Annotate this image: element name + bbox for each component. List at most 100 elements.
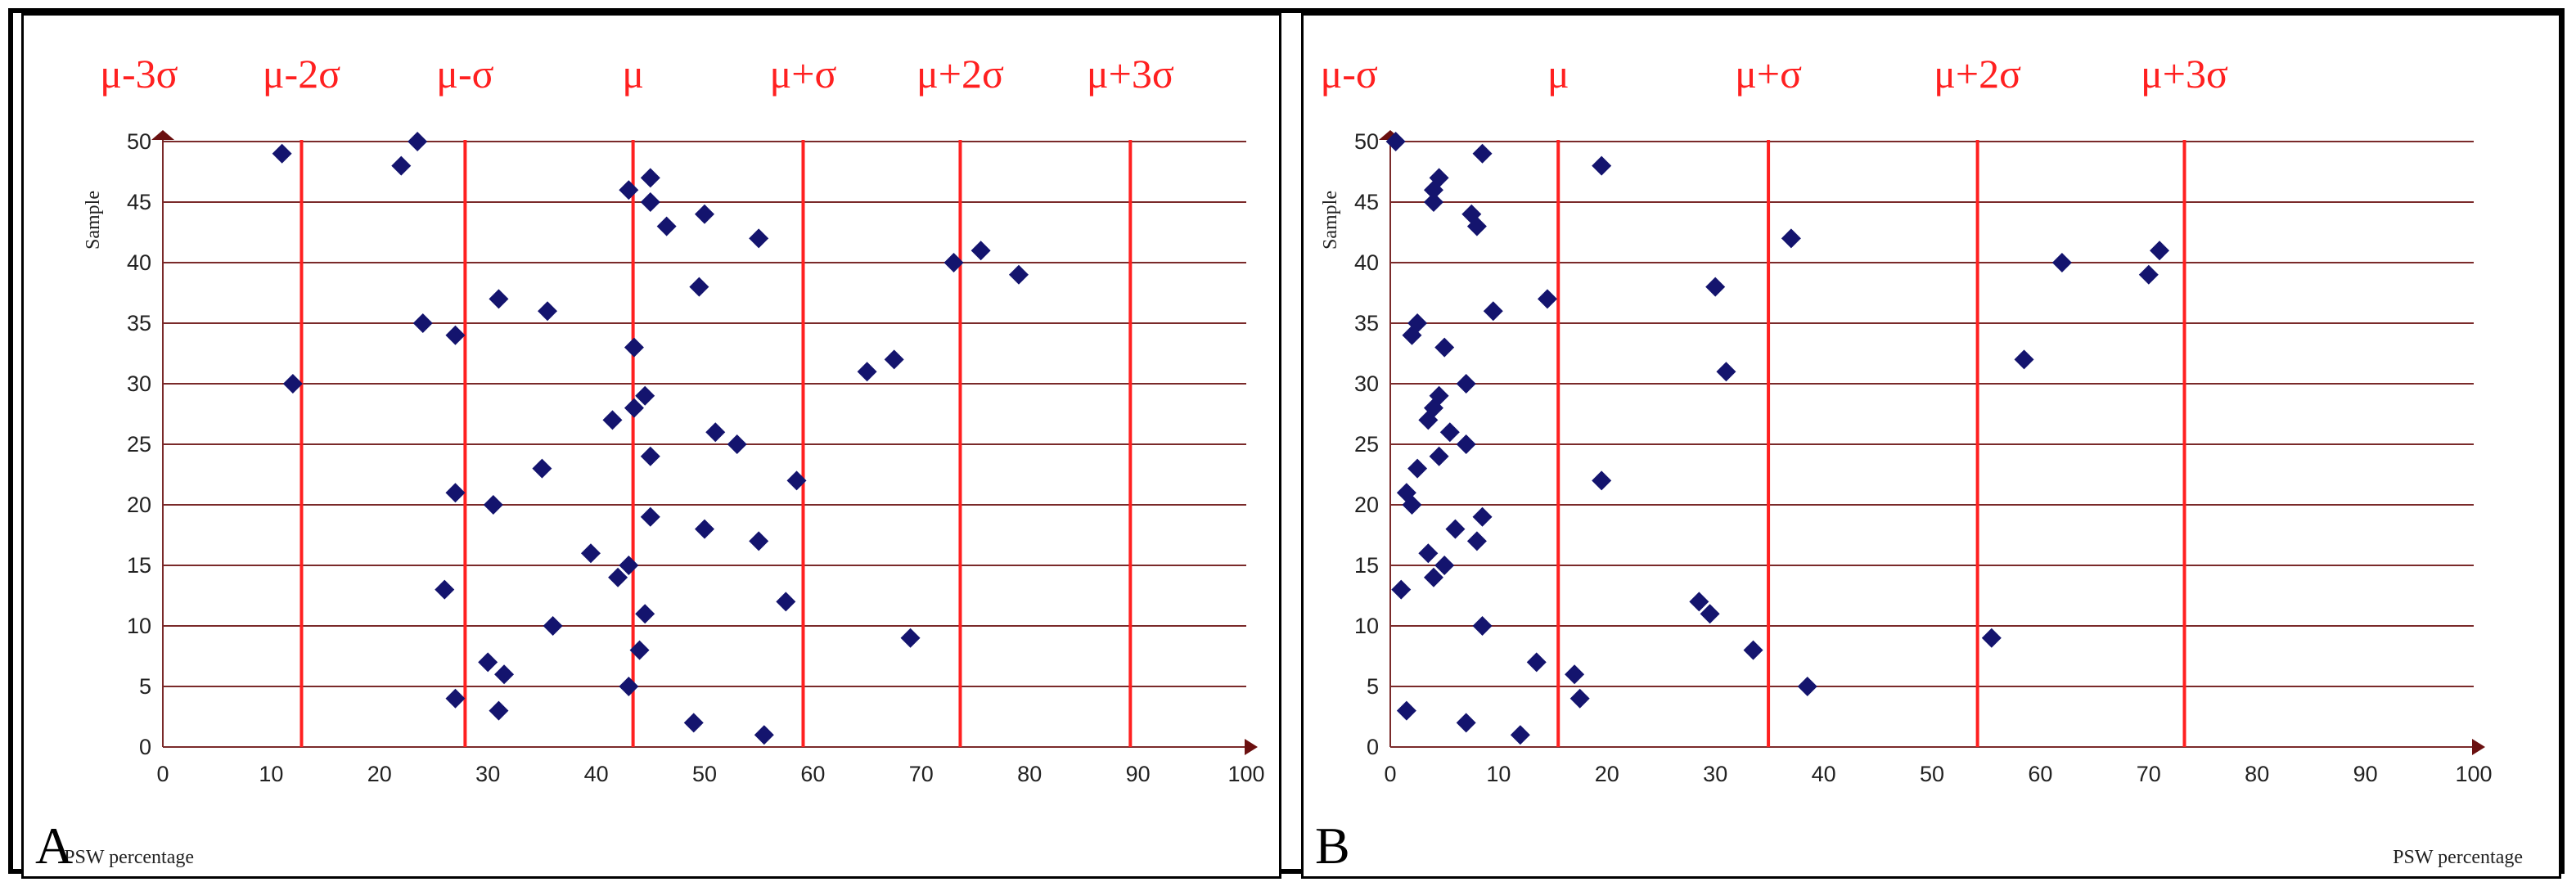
data-point xyxy=(1456,434,1476,454)
data-point xyxy=(1483,301,1503,322)
y-tick-label: 45 xyxy=(1354,190,1379,214)
x-axis-title: PSW percentage xyxy=(2393,847,2523,868)
x-tick-label: 60 xyxy=(2028,762,2052,786)
data-point xyxy=(1705,277,1726,297)
y-tick-label: 50 xyxy=(1354,129,1379,154)
data-point xyxy=(1743,640,1763,660)
data-point xyxy=(705,422,726,443)
panel-b: 0 5 10 15 20 25 30 35 40 45 50 0 10 20 30 40 50 60 70 80 90 1… xyxy=(1301,13,2561,879)
x-tick-label: 60 xyxy=(800,762,825,786)
y-tick-label: 20 xyxy=(127,493,151,517)
data-point xyxy=(1429,385,1449,406)
data-point xyxy=(478,652,498,673)
x-tick-label: 20 xyxy=(367,762,392,786)
data-point xyxy=(1689,592,1709,612)
data-point xyxy=(494,664,515,685)
y-tick-label: 5 xyxy=(139,674,151,699)
y-tick-label: 25 xyxy=(1354,432,1379,457)
x-tick-label: 70 xyxy=(2137,762,2161,786)
y-tick-label: 40 xyxy=(1354,250,1379,275)
data-point xyxy=(1429,446,1449,466)
data-point xyxy=(408,132,428,151)
y-tick-label: 15 xyxy=(1354,553,1379,578)
data-point xyxy=(1592,470,1612,491)
y-axis-title: Sample xyxy=(83,191,104,250)
data-point xyxy=(489,289,509,309)
x-axis-arrow-icon xyxy=(2472,739,2485,755)
data-point xyxy=(900,628,921,648)
x-tick-label: 40 xyxy=(584,762,609,786)
data-point xyxy=(1569,688,1590,709)
y-tick-label: 35 xyxy=(1354,311,1379,335)
scatter-plot-a: 0 5 10 15 20 25 30 35 40 45 50 0 10 20 30 40 50 60 70 80 90 1… xyxy=(35,51,1265,875)
data-point xyxy=(1439,422,1460,443)
data-point xyxy=(971,241,991,261)
data-point xyxy=(483,495,503,515)
data-point xyxy=(608,567,628,587)
data-point xyxy=(435,579,455,600)
x-tick-label: 0 xyxy=(1384,762,1396,786)
panel-label: A xyxy=(35,817,73,875)
sigma-line-label: μ-σ xyxy=(436,51,493,97)
sigma-line-label: μ+σ xyxy=(1735,51,1802,97)
data-point xyxy=(1472,616,1493,636)
sigma-line-label: μ xyxy=(1547,51,1569,97)
data-point xyxy=(776,592,796,612)
data-point xyxy=(749,531,769,551)
x-tick-label: 80 xyxy=(1017,762,1042,786)
y-tick-label: 0 xyxy=(139,735,151,759)
data-point xyxy=(580,543,601,564)
data-point xyxy=(1385,132,1406,151)
data-point xyxy=(640,168,660,188)
y-tick-label: 5 xyxy=(1367,674,1379,699)
data-point xyxy=(640,446,660,466)
data-point xyxy=(727,434,747,454)
x-axis-arrow-icon xyxy=(1245,739,1258,755)
data-point xyxy=(543,616,563,636)
x-tick-label: 30 xyxy=(1703,762,1727,786)
sigma-line-label: μ-2σ xyxy=(263,51,340,97)
data-point xyxy=(538,301,558,322)
data-point xyxy=(282,374,303,394)
y-tick-label: 30 xyxy=(1354,371,1379,396)
data-point xyxy=(629,640,650,660)
data-point xyxy=(272,143,292,164)
figure-frame: 0 5 10 15 20 25 30 35 40 45 50 0 10 20 30 40 50 60 70 80 90 1… xyxy=(8,8,2565,879)
sigma-line-label: μ+2σ xyxy=(1934,51,2021,97)
data-point xyxy=(943,253,964,272)
data-point xyxy=(1781,228,1801,249)
data-point xyxy=(2014,349,2034,370)
data-point xyxy=(1396,700,1416,721)
data-point xyxy=(1472,506,1493,527)
data-point xyxy=(2150,241,2170,261)
data-point xyxy=(445,325,466,345)
x-tick-label: 20 xyxy=(1595,762,1619,786)
data-point xyxy=(2138,264,2159,285)
data-point xyxy=(1407,313,1428,333)
data-point xyxy=(635,604,655,624)
data-point xyxy=(1526,652,1547,673)
x-tick-label: 100 xyxy=(1227,762,1264,786)
data-point xyxy=(640,506,660,527)
data-point xyxy=(445,688,466,709)
data-point xyxy=(1429,168,1449,188)
x-tick-label: 80 xyxy=(2245,762,2269,786)
data-point xyxy=(695,204,714,224)
data-point xyxy=(695,519,714,539)
data-point xyxy=(532,458,552,479)
data-point xyxy=(2051,253,2072,272)
x-tick-label: 90 xyxy=(1126,762,1151,786)
data-point xyxy=(1396,483,1416,503)
x-tick-label: 10 xyxy=(259,762,283,786)
panel-label: B xyxy=(1315,817,1350,875)
x-tick-label: 90 xyxy=(2353,762,2378,786)
y-tick-label: 10 xyxy=(127,614,151,638)
data-point xyxy=(1565,664,1585,685)
x-tick-label: 40 xyxy=(1812,762,1836,786)
data-point xyxy=(445,483,466,503)
x-tick-label: 100 xyxy=(2455,762,2492,786)
sigma-line-label: μ+3σ xyxy=(2141,51,2228,97)
data-point xyxy=(1456,374,1476,394)
data-point xyxy=(786,470,807,491)
scatter-plot-b: 0 5 10 15 20 25 30 35 40 45 50 0 10 20 30 40 50 60 70 80 90 1… xyxy=(1315,51,2523,875)
